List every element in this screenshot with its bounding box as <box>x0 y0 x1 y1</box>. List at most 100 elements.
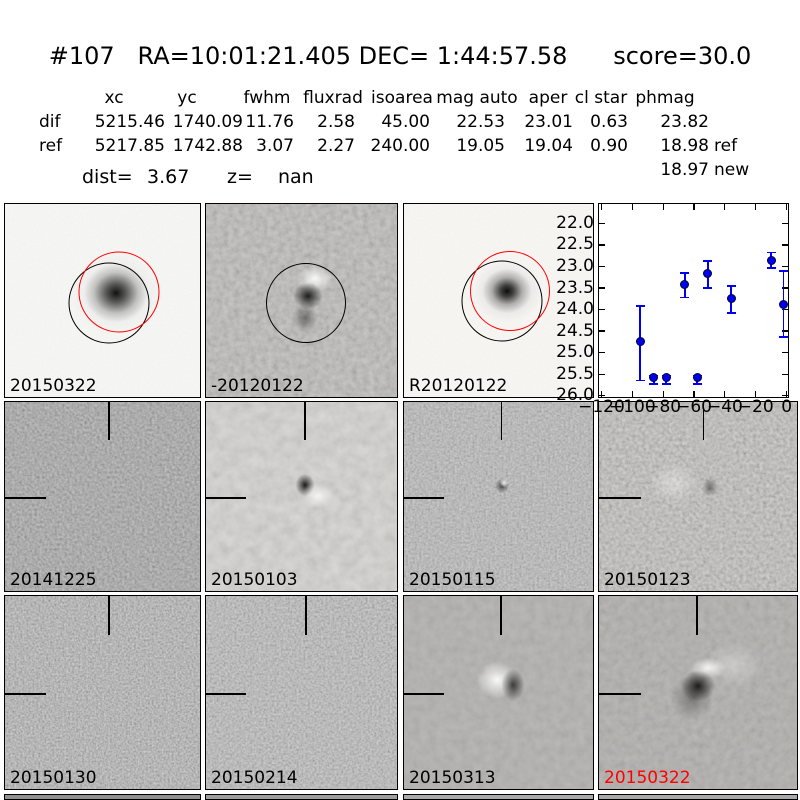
col-header-phmag: phmag <box>635 88 695 108</box>
table-cell: 23.82 <box>660 112 709 132</box>
x-tick <box>693 391 695 397</box>
x-tick <box>662 204 664 210</box>
panel-date-label: 20150115 <box>409 570 496 590</box>
crosshair-left-tick <box>5 497 46 499</box>
x-tick <box>631 391 633 397</box>
y-tick <box>599 222 605 224</box>
panel-date-label: 20150322 <box>10 376 97 396</box>
x-tick <box>724 204 726 210</box>
noise-texture <box>5 402 200 591</box>
data-point <box>635 337 645 347</box>
y-tick-label: 23.0 <box>556 255 594 276</box>
y-tick <box>782 395 788 397</box>
noise-texture <box>206 596 397 789</box>
data-point <box>649 373 659 383</box>
panel-date-label: 20150322 <box>604 768 691 788</box>
table-cell: 1740.09 <box>172 112 243 132</box>
data-point <box>703 269 713 279</box>
residual-bright-blob <box>499 478 510 489</box>
y-tick <box>599 308 605 311</box>
error-bar-cap <box>692 383 702 385</box>
residual-bright-patch <box>643 457 706 510</box>
panel-date-label: 20150313 <box>409 768 496 788</box>
cutout-diff-20120122: -20120122 <box>205 203 398 398</box>
y-tick-label: 25.0 <box>556 342 594 363</box>
crosshair-left-tick <box>5 693 46 695</box>
x-tick-label: −40 <box>706 397 743 417</box>
page-title: #107 RA=10:01:21.405 DEC= 1:44:57.58 sco… <box>48 42 752 70</box>
aperture-circle-red <box>78 251 160 333</box>
y-tick-label: 26.0 <box>556 385 594 406</box>
cutout-diff-20150313: 20150313 <box>403 595 594 790</box>
cutout-diff-20141225: 20141225 <box>4 401 201 592</box>
col-header-fwhm: fwhm <box>243 88 291 108</box>
crosshair-top-tick <box>702 402 705 440</box>
error-bar-cap <box>649 383 659 385</box>
table-cell: 5217.85 <box>94 136 165 156</box>
error-bar-cap <box>661 383 671 385</box>
y-tick-label: 24.5 <box>556 320 594 341</box>
error-bar-cap <box>779 269 789 272</box>
table-cell: 0.63 <box>590 112 628 132</box>
cutoff-panel-sliver <box>598 794 798 800</box>
x-tick <box>600 391 603 397</box>
crosshair-top-tick <box>108 596 110 635</box>
error-bar-cap <box>635 379 645 382</box>
x-tick-label: −20 <box>737 397 774 417</box>
crosshair-left-tick <box>206 693 247 695</box>
y-tick <box>599 330 605 332</box>
table-cell: 2.27 <box>317 136 355 156</box>
error-bar-cap <box>766 251 776 254</box>
cutout-diff-20150115: 20150115 <box>403 401 594 592</box>
data-point <box>766 255 776 265</box>
x-tick-label: 0 <box>781 397 793 417</box>
crosshair-top-tick <box>696 596 698 635</box>
x-tick <box>755 204 757 210</box>
data-point <box>692 373 702 383</box>
dist-label: dist= <box>82 166 133 188</box>
y-tick <box>782 287 788 289</box>
panel-date-label: 20150130 <box>10 768 97 788</box>
table-cell: 1742.88 <box>172 136 243 156</box>
cutout-diff-20150322: 20150322 <box>598 595 798 790</box>
y-tick <box>782 330 788 332</box>
light-curve-plot <box>598 203 789 398</box>
error-bar-cap <box>779 336 789 338</box>
cutoff-panel-sliver <box>403 794 594 800</box>
y-tick-label: 22.5 <box>556 234 594 255</box>
aperture-circle-red <box>469 251 550 332</box>
col-header-isoarea: isoarea <box>371 88 433 108</box>
panel-date-label: 20141225 <box>10 570 97 590</box>
crosshair-left-tick <box>599 497 641 499</box>
phmag-new-suffix: new <box>714 160 750 180</box>
dist-value: 3.67 <box>147 166 190 188</box>
redshift-value: nan <box>278 166 314 188</box>
crosshair-left-tick <box>404 497 444 499</box>
x-tick <box>755 391 757 397</box>
panel-date-label: -20120122 <box>211 376 304 396</box>
y-tick <box>782 265 788 268</box>
y-tick <box>782 222 788 224</box>
col-header-fluxrad: fluxrad <box>303 88 363 108</box>
noise-texture <box>5 596 200 789</box>
table-cell: 19.05 <box>456 136 505 156</box>
table-cell: 23.01 <box>524 112 573 132</box>
y-tick-label: 25.5 <box>556 363 594 384</box>
x-tick <box>724 391 726 397</box>
crosshair-left-tick <box>404 693 444 695</box>
y-tick <box>782 373 788 375</box>
data-point <box>661 373 671 383</box>
x-tick <box>662 391 664 397</box>
y-tick-label: 22.0 <box>556 212 594 233</box>
crosshair-top-tick <box>304 402 306 440</box>
cutout-new-20150322: 20150322 <box>4 203 201 398</box>
y-tick <box>599 373 605 375</box>
y-tick <box>599 244 605 246</box>
panel-date-label: R20120122 <box>409 376 508 396</box>
crosshair-top-tick <box>500 402 503 440</box>
phmag-new-value: 18.97 <box>660 160 709 180</box>
error-bar-cap <box>703 287 713 289</box>
x-tick <box>786 204 788 210</box>
cutout-diff-20150214: 20150214 <box>205 595 398 790</box>
